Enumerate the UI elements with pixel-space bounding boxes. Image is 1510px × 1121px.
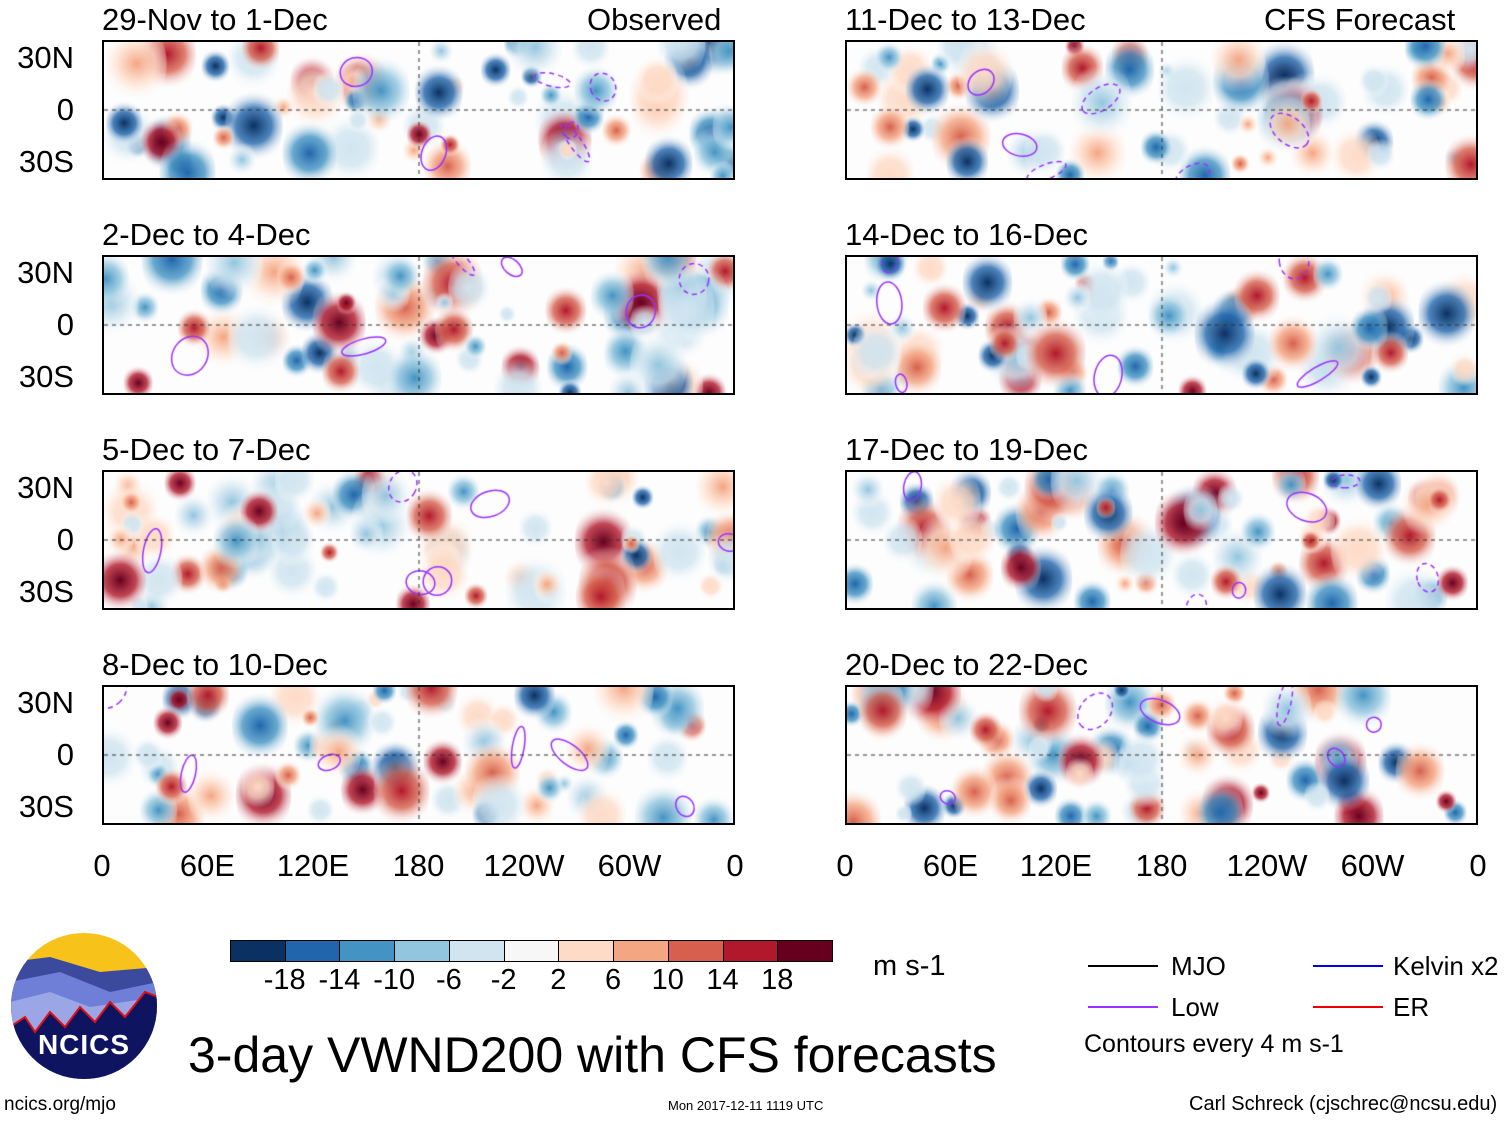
lat-label: 30N [17,255,74,290]
lon-label: 180 [392,848,445,883]
panel-title: 17-Dec to 19-Dec [845,432,1088,467]
lat-label: 30N [17,40,74,75]
colorbar-swatch [339,940,396,962]
colorbar-label: -10 [373,964,416,996]
mjo-line-swatch [1088,965,1158,967]
colorbar-swatch [394,940,450,962]
colorbar-swatch [777,940,833,962]
legend-low: Low [1171,992,1219,1022]
panel-title: 2-Dec to 4-Dec [102,217,311,252]
wind-anomaly-field [104,687,733,823]
colorbar-label: 10 [651,964,684,996]
footer-timestamp: Mon 2017-12-11 1119 UTC [668,1098,824,1113]
ncics-logo: NCICS [10,932,158,1080]
wind-anomaly-field [104,42,733,178]
lon-label: 120W [1226,848,1308,883]
colorbar-label: 2 [550,964,567,996]
contour-note: Contours every 4 m s-1 [1084,1030,1344,1058]
colorbar-swatch [230,940,286,962]
lat-label: 0 [56,92,74,127]
footer-credit: Carl Schreck (cjschrec@ncsu.edu) [1189,1093,1498,1115]
lon-label: 180 [1135,848,1188,883]
colorbar-swatch [558,940,615,962]
lon-label: 0 [93,848,111,883]
lat-label: 30N [17,470,74,505]
wind-anomaly-field [847,257,1476,393]
lon-label: 0 [836,848,854,883]
wind-anomaly-field [847,472,1476,608]
colorbar-label: -18 [263,964,306,996]
lat-label: 30S [18,574,74,609]
legend-er: ER [1393,992,1430,1022]
colorbar-units: m s-1 [873,950,946,982]
forecast-header: CFS Forecast [1264,2,1456,37]
lon-label: 60E [922,848,979,883]
legend-mjo: MJO [1171,951,1226,981]
kelvin-line-swatch [1313,965,1383,967]
colorbar-label: -2 [490,964,517,996]
wind-anomaly-field [847,42,1476,178]
colorbar-swatch [722,940,779,962]
lat-label: 30S [18,789,74,824]
lon-label: 60W [597,848,662,883]
lat-label: 0 [56,522,74,557]
lon-label: 60W [1340,848,1405,883]
panel-title: 8-Dec to 10-Dec [102,647,328,682]
panel-title: 20-Dec to 22-Dec [845,647,1088,682]
map-panel [845,40,1478,180]
colorbar-label: 6 [605,964,622,996]
map-panel [845,685,1478,825]
figure-title: 3-day VWND200 with CFS forecasts [188,1027,997,1083]
lat-label: 0 [56,737,74,772]
colorbar-label: -6 [436,964,462,996]
er-line-swatch [1313,1006,1383,1008]
map-panel [102,470,735,610]
colorbar-swatch [503,940,560,962]
map-panel [845,470,1478,610]
wind-anomaly-field [104,472,733,608]
panel-title: 11-Dec to 13-Dec [845,2,1086,37]
panel-title: 5-Dec to 7-Dec [102,432,311,467]
lon-label: 60E [179,848,236,883]
colorbar-label: 18 [761,964,794,996]
low-line-swatch [1088,1006,1158,1008]
lat-label: 30S [18,359,74,394]
map-panel [102,40,735,180]
colorbar-label: 14 [706,964,739,996]
footer-url[interactable]: ncics.org/mjo [4,1094,116,1115]
lon-label: 120E [276,848,350,883]
panel-title: 14-Dec to 16-Dec [845,217,1088,252]
lat-label: 0 [56,307,74,342]
lon-label: 0 [1469,848,1487,883]
colorbar-swatch [284,940,341,962]
wind-anomaly-field [104,257,733,393]
logo-text: NCICS [37,1029,131,1060]
observed-header: Observed [587,2,722,37]
colorbar-swatch [613,940,669,962]
map-panel [845,255,1478,395]
colorbar-label: -14 [318,964,361,996]
map-panel [102,255,735,395]
lon-label: 120W [483,848,565,883]
lon-label: 0 [726,848,744,883]
colorbar-swatch [448,940,505,962]
colorbar-swatch [667,940,724,962]
lat-label: 30N [17,685,74,720]
legend-kelvin: Kelvin x2 [1393,951,1499,981]
wind-anomaly-field [847,687,1476,823]
lon-label: 120E [1019,848,1093,883]
panel-title: 29-Nov to 1-Dec [102,2,328,37]
lat-label: 30S [18,144,74,179]
map-panel [102,685,735,825]
